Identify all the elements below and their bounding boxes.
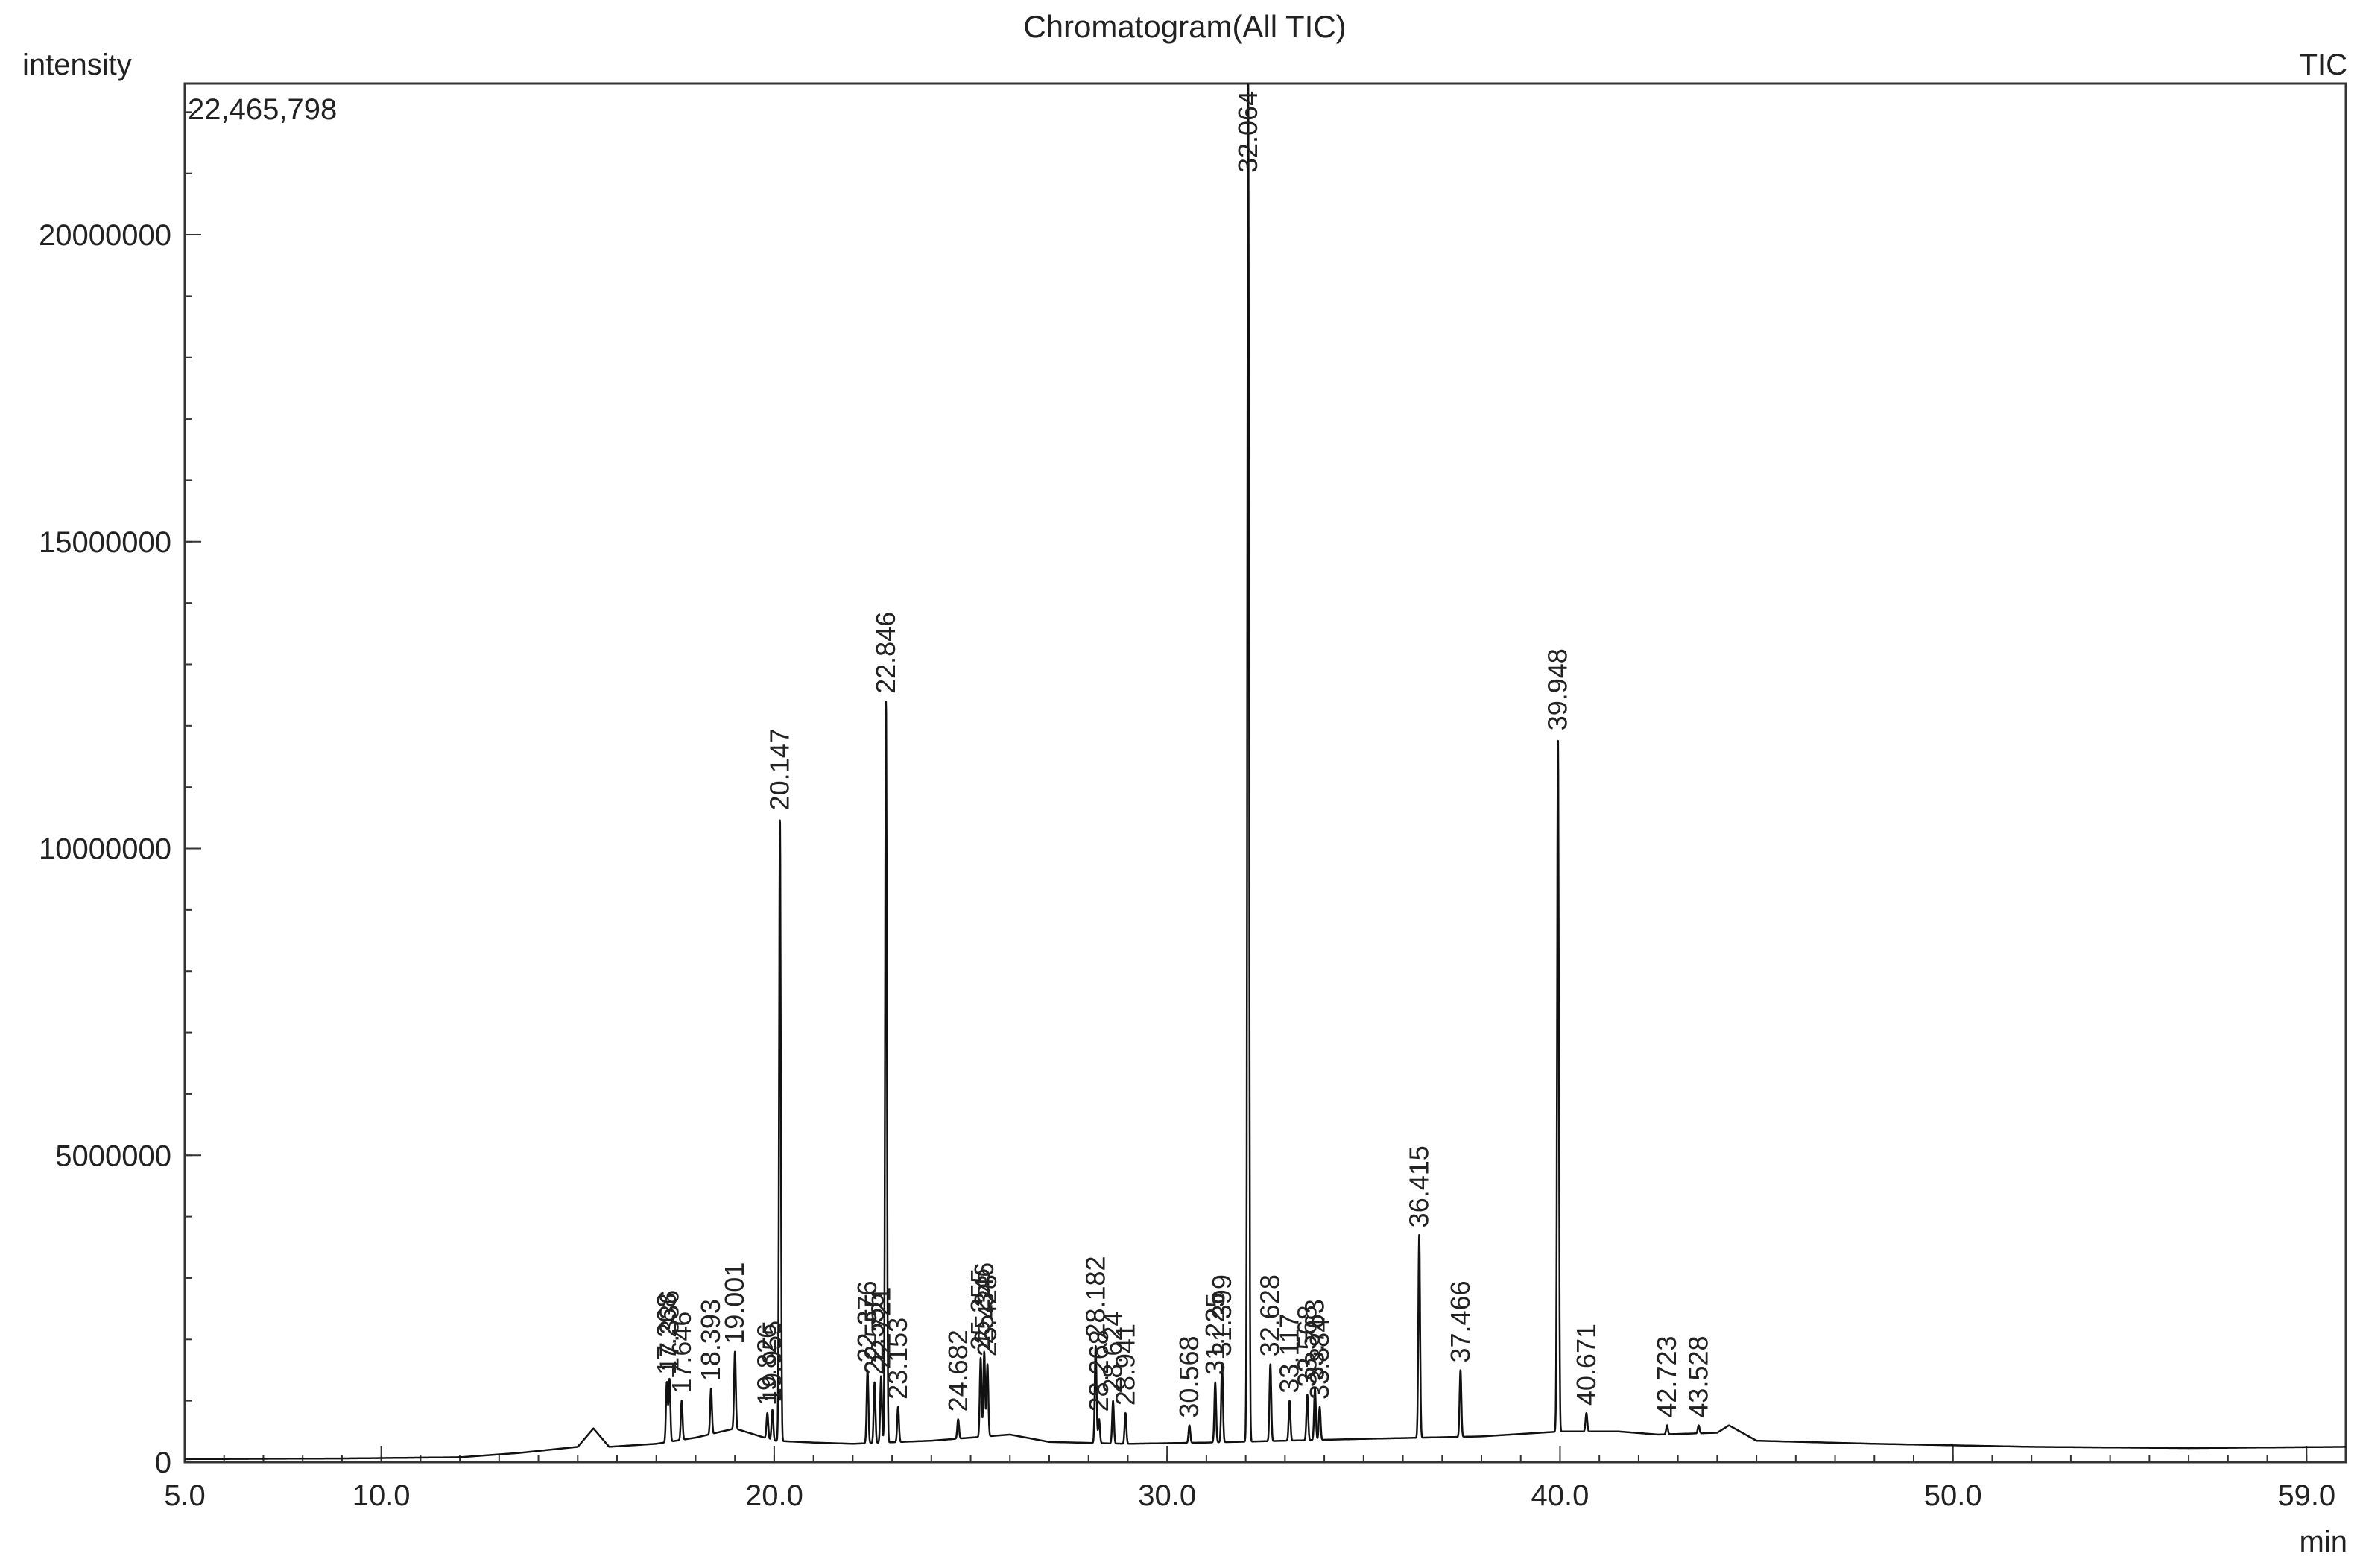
peak-label: 36.415	[1403, 1145, 1434, 1227]
peak-label: 22.376	[852, 1280, 882, 1362]
peak-label: 17.646	[666, 1312, 697, 1394]
peak-label: 19.001	[719, 1262, 750, 1344]
y-tick-label: 20000000	[39, 219, 171, 252]
peak-label: 20.147	[765, 728, 795, 810]
x-axis-label: min	[2300, 1526, 2347, 1558]
peak-label: 28.941	[1110, 1324, 1140, 1406]
peak-label: 24.682	[943, 1330, 973, 1411]
peak-label: 33.568	[1291, 1305, 1322, 1387]
y-axis-label: intensity	[22, 48, 132, 81]
peak-label: 22.721	[865, 1287, 896, 1369]
peak-label: 23.153	[882, 1318, 913, 1400]
peak-label: 39.948	[1543, 648, 1573, 730]
x-tick-label: 50.0	[1924, 1479, 1982, 1512]
peak-label: 18.393	[695, 1299, 726, 1381]
x-tick-label: 10.0	[352, 1479, 411, 1512]
x-tick-label: 30.0	[1138, 1479, 1196, 1512]
peak-label: 17.336	[654, 1290, 684, 1372]
peak-label: 31.225	[1200, 1293, 1230, 1375]
peak-label: 32.064	[1233, 91, 1263, 173]
y-tick-label: 15000000	[39, 526, 171, 559]
y-tick-label: 10000000	[39, 833, 171, 866]
peak-label: 43.528	[1683, 1335, 1713, 1417]
legend-series-name: TIC	[2300, 48, 2347, 81]
peak-label: 28.268	[1084, 1330, 1114, 1411]
peak-label: 33.117	[1274, 1313, 1305, 1393]
x-tick-label: 40.0	[1531, 1479, 1589, 1512]
peak-label: 22.555	[859, 1293, 890, 1375]
peak-label: 42.723	[1651, 1335, 1682, 1417]
peak-label: 19.955	[757, 1321, 788, 1403]
y-tick-label: 5000000	[55, 1139, 171, 1172]
peak-label: 19.826	[752, 1324, 782, 1406]
x-tick-label: 59.0	[2277, 1479, 2335, 1512]
chart-title: Chromatogram(All TIC)	[1023, 9, 1346, 44]
peak-label: 37.466	[1445, 1280, 1475, 1362]
tic-trace	[184, 83, 2347, 1461]
max-intensity-label: 22,465,798	[188, 93, 337, 126]
peak-label: 33.763	[1300, 1299, 1330, 1381]
x-tick-label: 20.0	[745, 1479, 803, 1512]
peak-label: 32.628	[1255, 1274, 1285, 1356]
peak-label: 31.399	[1206, 1274, 1237, 1356]
peak-label: 28.182	[1080, 1256, 1110, 1338]
peak-label: 25.428	[972, 1274, 1002, 1356]
peak-label: 28.624	[1098, 1312, 1128, 1394]
peak-label: 17.268	[651, 1293, 682, 1375]
peak-label: 40.671	[1571, 1324, 1601, 1406]
y-tick-label: 0	[155, 1447, 171, 1479]
peak-label: 30.568	[1174, 1335, 1204, 1417]
plot-frame	[183, 82, 2347, 1464]
peak-label: 22.846	[870, 612, 901, 694]
peak-label: 25.346	[969, 1262, 999, 1344]
plot-area: 5.0 10.0 20.0 30.0 40.0 50.0 59.0 0 5000000 10000…	[39, 82, 2347, 1512]
x-tick-label: 5.0	[164, 1479, 206, 1512]
peak-label: 33.884	[1304, 1318, 1335, 1400]
peak-label: 25.255	[965, 1268, 996, 1350]
